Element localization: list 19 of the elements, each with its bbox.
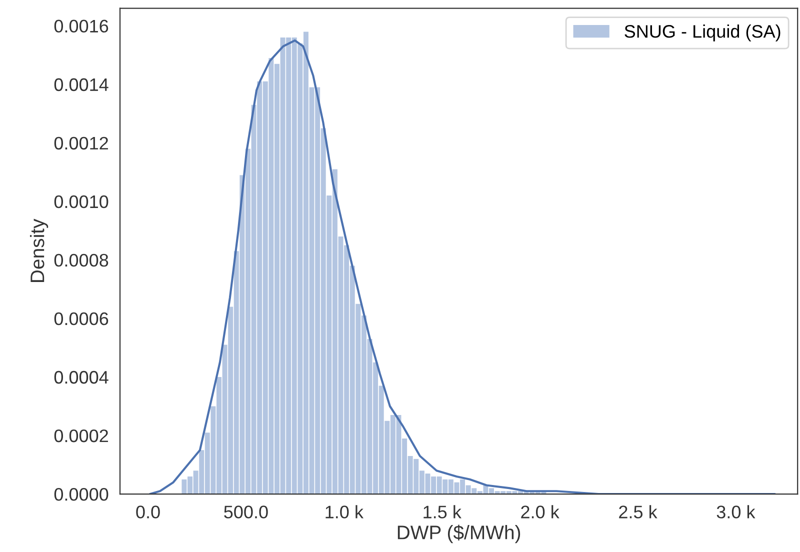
y-tick-label: 0.0016: [54, 20, 108, 33]
y-tick-label: 0.0004: [54, 370, 108, 384]
y-tick-label: 0.0012: [54, 136, 108, 150]
x-axis-title: DWP ($/MWh): [398, 524, 520, 544]
x-tick-label: 3.0 k: [716, 505, 756, 518]
y-tick-label: 0.0006: [54, 312, 108, 326]
y-axis-title: Density: [30, 218, 48, 282]
x-tick-label: 0.0: [136, 506, 160, 518]
y-tick-label: 0.0010: [54, 195, 108, 208]
x-tick-label: 1.0 k: [326, 505, 364, 518]
y-tick-label: 0.0000: [54, 488, 108, 501]
x-tick-label: 2.0 k: [521, 505, 560, 518]
x-tick-label: 1.5 k: [424, 505, 462, 518]
y-tick-label: 0.0014: [54, 78, 108, 92]
y-tick-label: 0.0002: [54, 429, 108, 442]
x-tick-label: 2.5 k: [619, 505, 658, 518]
legend-label: SNUG - Liquid (SA): [624, 24, 780, 42]
y-tick-label: 0.0008: [54, 254, 108, 267]
x-tick-label: 500.0: [224, 506, 268, 518]
